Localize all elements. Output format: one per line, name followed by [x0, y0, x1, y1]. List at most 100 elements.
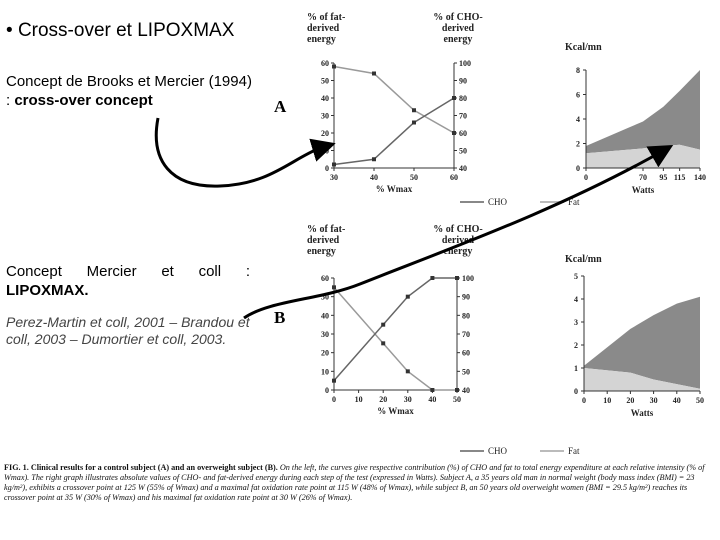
y-tick-label-b: 2: [574, 341, 578, 350]
right-tick-label-a: 60: [459, 129, 467, 138]
paragraph-lipoxmax-text: Concept Mercier et coll :: [6, 263, 250, 280]
y-tick-label-b: 5: [574, 272, 578, 281]
data-point-a-0: [412, 108, 416, 113]
x-tick-label-b: 0: [582, 396, 586, 405]
fat-area-b: [584, 368, 700, 391]
data-point-b-1: [455, 276, 459, 280]
left-tick-label-a: 0: [325, 164, 329, 173]
fat-axis-head-a: % of fat-derived energy: [307, 12, 346, 45]
series-line-a-1: [333, 97, 455, 166]
left-tick-label-b: 40: [321, 311, 329, 320]
x-axis-label-b: % Wmax: [377, 406, 414, 416]
x-tick-label-a: 70: [639, 173, 647, 182]
y-tick-label-b: 4: [574, 295, 578, 304]
left-tick-label-b: 20: [321, 349, 329, 358]
caption-body: On the left, the curves give respective …: [4, 463, 705, 502]
data-point-b-1: [405, 294, 410, 299]
x-tick-label-a: 95: [659, 173, 667, 182]
data-point-b-1: [430, 276, 435, 280]
x-tick-label-a: 60: [450, 173, 458, 182]
y-tick-label-a: 2: [576, 140, 580, 149]
paragraph-brooks: Concept de Brooks et Mercier (1994) : cr…: [6, 72, 256, 110]
legend-fat-label-b: Fat: [568, 446, 580, 456]
x-tick-label-b: 10: [603, 396, 611, 405]
data-point-a-1: [412, 120, 416, 125]
figure-caption: FIG. 1. Clinical results for a control s…: [4, 463, 716, 503]
paragraph-lipoxmax: Concept Mercier et coll : LIPOXMAX.: [6, 262, 250, 300]
figure-label-a: A: [274, 97, 287, 116]
right-tick-label-b: 60: [462, 349, 470, 358]
x-tick-label-b: 40: [673, 396, 681, 405]
right-tick-label-a: 70: [459, 112, 467, 121]
y-tick-label-a: 4: [576, 115, 580, 124]
right-tick-label-b: 50: [462, 367, 470, 376]
x-tick-label-b: 50: [453, 395, 461, 404]
x-tick-label-b: 40: [428, 395, 436, 404]
cho-area-a: [586, 70, 700, 154]
x-tick-label-a: 0: [584, 173, 588, 182]
right-tick-label-b: 80: [462, 311, 470, 320]
right-tick-label-a: 100: [459, 59, 471, 68]
paragraph-lipoxmax-bold: LIPOXMAX.: [6, 282, 89, 299]
references: Perez-Martin et coll, 2001 – Brandou et …: [6, 314, 250, 347]
x-tick-label-a: 40: [370, 173, 378, 182]
kcal-head-a: Kcal/mn: [565, 42, 602, 53]
right-tick-label-b: 100: [462, 274, 474, 283]
slide-title: • Cross-over et LIPOXMAX: [6, 20, 234, 42]
caption-lead: FIG. 1. Clinical results for a control s…: [4, 463, 278, 472]
x-tick-label-a: 115: [674, 173, 686, 182]
y-tick-label-a: 6: [576, 91, 580, 100]
right-tick-label-b: 90: [462, 293, 470, 302]
y-tick-label-b: 1: [574, 364, 578, 373]
left-tick-label-a: 10: [321, 147, 329, 156]
y-tick-label-a: 0: [576, 164, 580, 173]
paragraph-brooks-bold: cross-over concept: [14, 92, 153, 109]
x-tick-label-b: 20: [626, 396, 634, 405]
y-tick-label-b: 3: [574, 318, 578, 327]
left-tick-label-b: 60: [321, 274, 329, 283]
right-tick-label-a: 80: [459, 94, 467, 103]
left-tick-label-a: 20: [321, 129, 329, 138]
left-tick-label-a: 40: [321, 94, 329, 103]
data-point-b-1: [332, 378, 336, 383]
data-point-a-1: [372, 157, 376, 162]
y-tick-label-b: 0: [574, 387, 578, 396]
right-tick-label-a: 50: [459, 147, 467, 156]
data-point-b-0: [455, 388, 459, 392]
legend-fat-label-a: Fat: [568, 197, 580, 207]
right-tick-label-a: 40: [459, 164, 467, 173]
data-point-b-0: [381, 341, 386, 346]
bullet-mark: •: [6, 20, 13, 41]
data-point-b-0: [405, 369, 410, 374]
slide-title-text: Cross-over et LIPOXMAX: [17, 20, 235, 41]
series-line-b-1: [333, 277, 457, 382]
left-tick-label-a: 30: [321, 112, 329, 121]
left-tick-label-a: 60: [321, 59, 329, 68]
x-tick-label-a: 50: [410, 173, 418, 182]
series-line-b-0: [333, 286, 457, 391]
legend-cho-label-b: CHO: [488, 446, 508, 456]
cho-area-b: [584, 296, 700, 389]
right-tick-label-b: 40: [462, 386, 470, 395]
x-tick-label-b: 0: [332, 395, 336, 404]
data-point-a-0: [332, 64, 336, 69]
cho-axis-head-a: % of CHO-derived energy: [433, 12, 483, 45]
left-tick-label-b: 0: [325, 386, 329, 395]
y-tick-label-a: 8: [576, 66, 580, 75]
data-point-a-0: [452, 131, 456, 135]
data-point-a-0: [372, 71, 376, 76]
legend-cho-label-a: CHO: [488, 197, 508, 207]
data-point-a-1: [452, 96, 456, 100]
x-tick-label-a: 30: [330, 173, 338, 182]
x-tick-label-b: 50: [696, 396, 704, 405]
x-tick-label-b: 30: [650, 396, 658, 405]
left-tick-label-a: 50: [321, 77, 329, 86]
data-point-a-1: [332, 162, 336, 167]
x-axis-label-a: Watts: [632, 185, 655, 195]
x-tick-label-b: 10: [355, 395, 363, 404]
x-tick-label-a: 140: [694, 173, 706, 182]
data-point-b-1: [381, 322, 386, 327]
left-tick-label-b: 30: [321, 330, 329, 339]
x-tick-label-b: 30: [404, 395, 412, 404]
